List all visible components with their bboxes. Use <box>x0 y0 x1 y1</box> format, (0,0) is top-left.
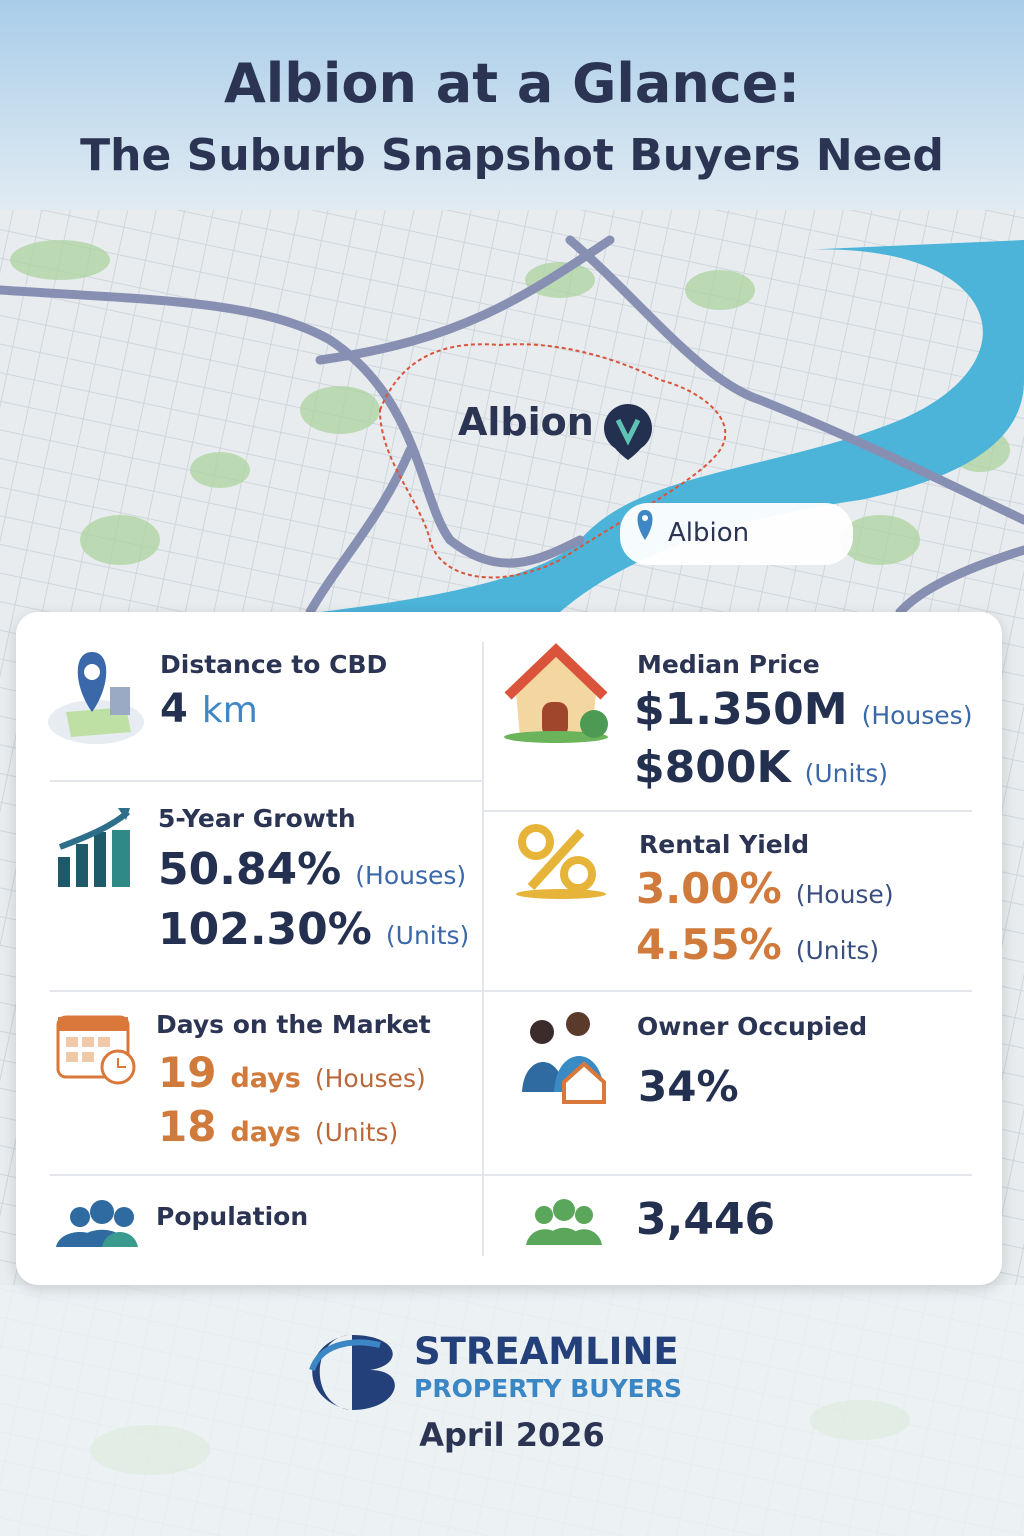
stat-note: (Units) <box>314 1118 399 1147</box>
stat-line: 4 km <box>160 686 258 732</box>
stat-value: 3.00% <box>636 864 782 913</box>
stat-value: 102.30% <box>158 904 372 955</box>
divider <box>50 780 482 782</box>
title: Albion at a Glance: <box>223 52 801 115</box>
stat-value: 18 <box>158 1102 217 1151</box>
stat-value: 4.55% <box>636 920 782 969</box>
subtitle: The Suburb Snapshot Buyers Need <box>80 130 944 181</box>
divider <box>50 990 482 992</box>
stat-value: $1.350M <box>634 684 848 735</box>
divider <box>484 810 972 812</box>
stat-line: 3,446 <box>636 1194 775 1245</box>
stat-unit: days <box>230 1117 301 1148</box>
stat-value: $800K <box>634 742 791 793</box>
stat-note: (Houses) <box>861 701 973 730</box>
stat-note: (Houses) <box>355 861 467 890</box>
divider <box>50 1174 972 1176</box>
stat-unit: days <box>230 1063 301 1094</box>
stat-value: 50.84% <box>158 844 342 895</box>
stat-label: 5-Year Growth <box>158 804 356 833</box>
brand-name: STREAMLINE <box>414 1330 679 1373</box>
stat-value: 19 <box>158 1048 217 1097</box>
search-box[interactable]: Albion <box>668 518 750 548</box>
stats-card: Distance to CBD 4 km 5-Year Growth 50.84% (Ho… <box>16 612 1002 1285</box>
stat-line: $800K (Units) <box>634 742 888 793</box>
stat-line: 3.00% (House) <box>636 864 894 913</box>
stat-label: Rental Yield <box>639 830 810 859</box>
stat-label: Median Price <box>637 650 820 679</box>
stat-unit: km <box>201 690 258 731</box>
icons <box>48 643 608 1247</box>
column-divider <box>482 642 484 1256</box>
brand-tagline: PROPERTY BUYERS <box>414 1374 683 1403</box>
date: April 2026 <box>419 1416 605 1454</box>
stat-label: Population <box>156 1202 309 1231</box>
stat-value: 3,446 <box>636 1194 776 1245</box>
stat-line: $1.350M (Houses) <box>634 684 972 735</box>
stat-value: 34% <box>638 1062 739 1111</box>
stat-line: 4.55% (Units) <box>636 920 879 969</box>
stat-line: 34% <box>638 1062 739 1111</box>
stat-note: (Houses) <box>314 1064 426 1093</box>
stat-line: 50.84% (Houses) <box>158 844 466 895</box>
stat-note: (House) <box>795 880 894 909</box>
stat-line: 18 days (Units) <box>158 1102 398 1151</box>
divider <box>484 990 972 992</box>
stat-note: (Units) <box>385 921 470 950</box>
stat-note: (Units) <box>795 936 880 965</box>
stat-label: Owner Occupied <box>637 1012 868 1041</box>
map-label: Albion <box>458 400 594 444</box>
stat-note: (Units) <box>804 759 888 788</box>
stat-value: 4 <box>160 686 188 732</box>
stat-label: Days on the Market <box>156 1010 431 1039</box>
stat-line: 102.30% (Units) <box>158 904 469 955</box>
stat-line: 19 days (Houses) <box>158 1048 426 1097</box>
stat-label: Distance to CBD <box>160 650 388 679</box>
